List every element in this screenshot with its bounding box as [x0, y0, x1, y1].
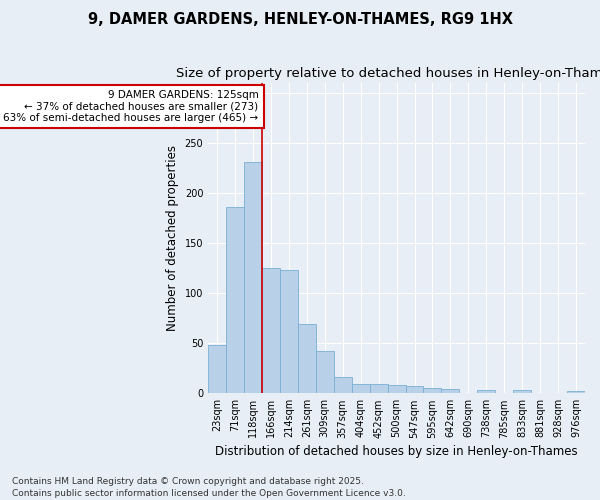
Bar — [567, 392, 585, 394]
Bar — [280, 270, 298, 394]
Y-axis label: Number of detached properties: Number of detached properties — [166, 145, 179, 331]
Bar — [262, 268, 280, 394]
Bar — [226, 207, 244, 394]
Bar — [298, 324, 316, 394]
Bar — [316, 352, 334, 394]
Bar — [244, 162, 262, 394]
Text: 9, DAMER GARDENS, HENLEY-ON-THAMES, RG9 1HX: 9, DAMER GARDENS, HENLEY-ON-THAMES, RG9 … — [88, 12, 512, 28]
Bar — [334, 378, 352, 394]
Bar — [352, 384, 370, 394]
Bar — [370, 384, 388, 394]
Bar — [424, 388, 442, 394]
Text: Contains HM Land Registry data © Crown copyright and database right 2025.
Contai: Contains HM Land Registry data © Crown c… — [12, 476, 406, 498]
Bar — [513, 390, 531, 394]
Bar — [442, 390, 460, 394]
Bar — [406, 386, 424, 394]
Title: Size of property relative to detached houses in Henley-on-Thames: Size of property relative to detached ho… — [176, 68, 600, 80]
X-axis label: Distribution of detached houses by size in Henley-on-Thames: Distribution of detached houses by size … — [215, 444, 578, 458]
Bar — [208, 346, 226, 394]
Bar — [478, 390, 495, 394]
Text: 9 DAMER GARDENS: 125sqm
← 37% of detached houses are smaller (273)
63% of semi-d: 9 DAMER GARDENS: 125sqm ← 37% of detache… — [3, 90, 259, 124]
Bar — [388, 386, 406, 394]
